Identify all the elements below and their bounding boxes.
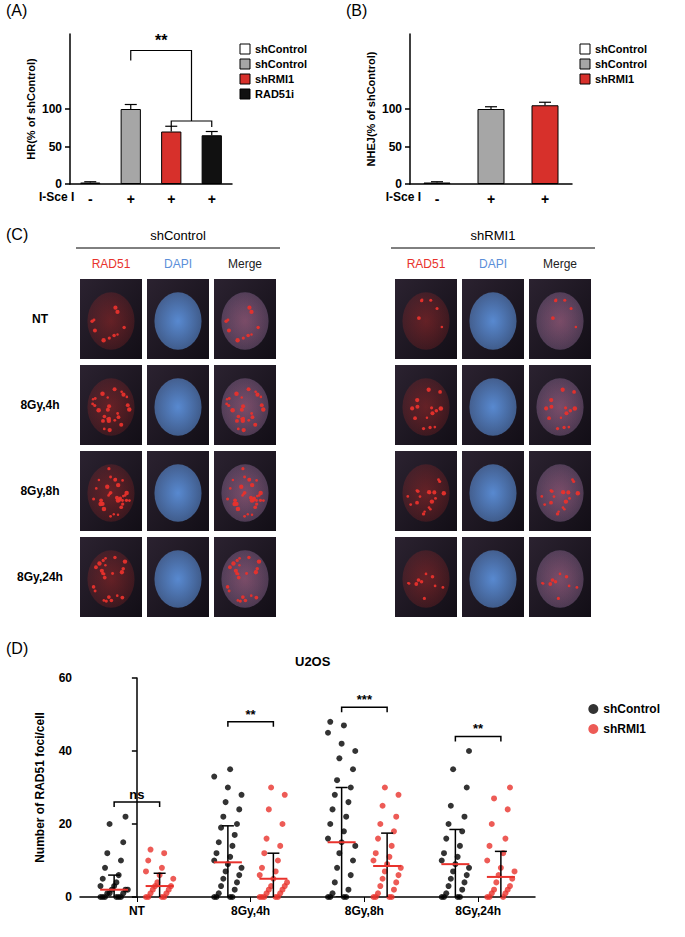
svg-text:8Gy,8h: 8Gy,8h — [345, 904, 384, 918]
svg-text:100: 100 — [42, 102, 62, 116]
svg-text:8Gy,24h: 8Gy,24h — [455, 904, 501, 918]
svg-text:shRMI1: shRMI1 — [471, 228, 516, 243]
svg-text:shControl: shControl — [595, 43, 647, 55]
svg-text:8Gy,8h: 8Gy,8h — [20, 484, 59, 498]
svg-text:-: - — [88, 191, 93, 207]
svg-text:shRMI1: shRMI1 — [603, 722, 646, 736]
svg-text:100: 100 — [382, 102, 402, 116]
svg-text:RAD51: RAD51 — [407, 257, 446, 271]
svg-text:shControl: shControl — [150, 228, 206, 243]
svg-text:0: 0 — [395, 177, 402, 191]
svg-text:+: + — [487, 191, 495, 207]
svg-text:NHEJ(% of shControl): NHEJ(% of shControl) — [365, 51, 377, 166]
svg-text:shRMI1: shRMI1 — [255, 73, 294, 85]
svg-text:0: 0 — [65, 890, 72, 904]
svg-text:I-Sce I: I-Sce I — [386, 190, 421, 204]
svg-text:50: 50 — [389, 140, 403, 154]
svg-text:DAPI: DAPI — [164, 257, 192, 271]
html-text:(B): (B) — [346, 2, 368, 19]
svg-text:60: 60 — [59, 671, 73, 685]
svg-text:+: + — [127, 191, 135, 207]
svg-text:8Gy,4h: 8Gy,4h — [20, 398, 59, 412]
svg-text:shControl: shControl — [255, 58, 307, 70]
svg-text:+: + — [541, 191, 549, 207]
svg-text:8Gy,24h: 8Gy,24h — [17, 570, 63, 584]
svg-text:shRMI1: shRMI1 — [595, 73, 634, 85]
svg-text:NT: NT — [129, 904, 146, 918]
svg-text:I-Sce I: I-Sce I — [39, 190, 74, 204]
svg-text:-: - — [435, 191, 440, 207]
svg-text:DAPI: DAPI — [479, 257, 507, 271]
svg-text:+: + — [167, 191, 175, 207]
svg-text:**: ** — [246, 707, 257, 722]
svg-text:Merge: Merge — [543, 257, 577, 271]
svg-text:shControl: shControl — [603, 702, 660, 716]
svg-text:shControl: shControl — [255, 43, 307, 55]
html-text:(D): (D) — [6, 640, 29, 657]
svg-text:Merge: Merge — [228, 257, 262, 271]
svg-text:RAD51: RAD51 — [92, 257, 131, 271]
svg-text:**: ** — [155, 32, 168, 49]
svg-text:***: *** — [357, 692, 373, 707]
svg-text:0: 0 — [55, 177, 62, 191]
svg-text:50: 50 — [49, 140, 63, 154]
svg-text:U2OS: U2OS — [295, 654, 331, 669]
svg-text:HR(% of shControl): HR(% of shControl) — [25, 58, 37, 160]
html-text:(C): (C) — [6, 226, 29, 243]
svg-text:RAD51i: RAD51i — [255, 88, 294, 100]
svg-text:+: + — [208, 191, 216, 207]
svg-text:8Gy,4h: 8Gy,4h — [231, 904, 270, 918]
svg-text:shControl: shControl — [595, 58, 647, 70]
svg-text:NT: NT — [32, 312, 49, 326]
svg-text:40: 40 — [59, 744, 73, 758]
html-text:(A): (A) — [6, 2, 28, 19]
svg-text:**: ** — [473, 721, 484, 736]
svg-text:20: 20 — [59, 817, 73, 831]
svg-text:ns: ns — [129, 787, 145, 803]
svg-text:Number of RAD51 foci/cell: Number of RAD51 foci/cell — [33, 712, 47, 863]
